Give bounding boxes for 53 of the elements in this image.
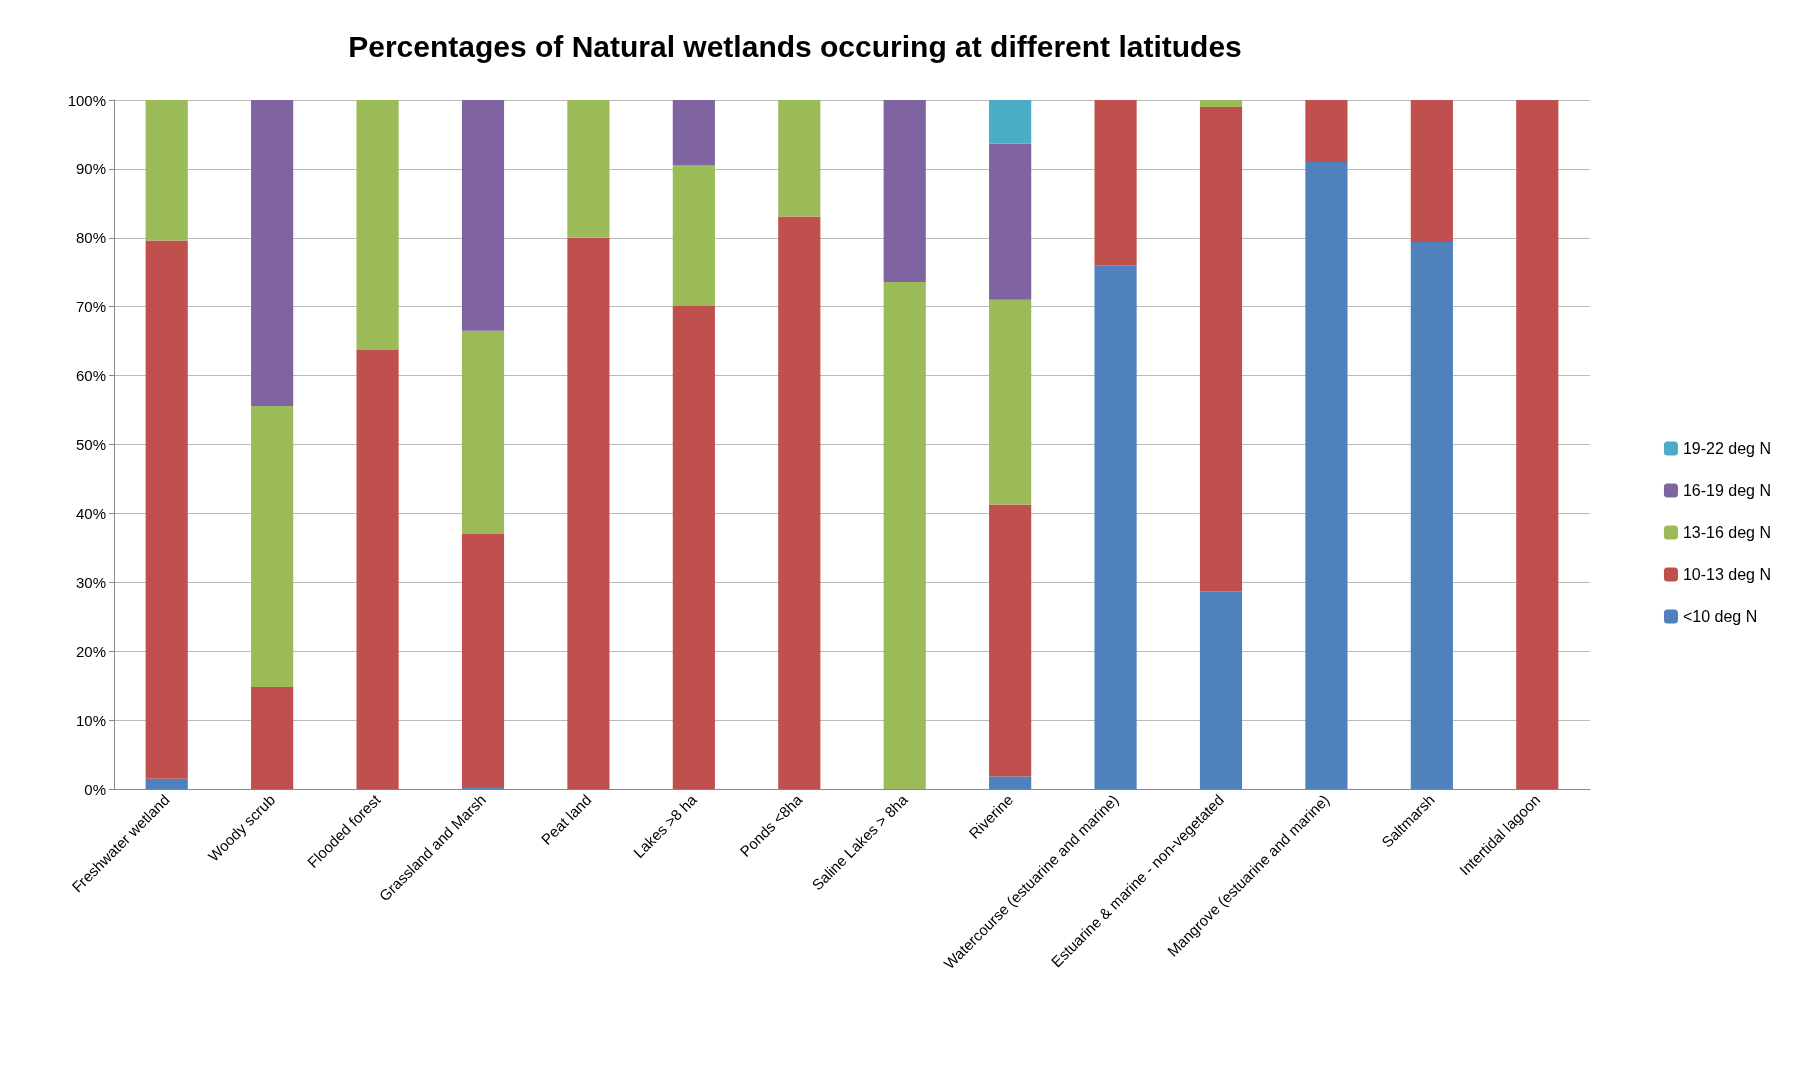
bar <box>567 100 610 238</box>
legend-label: 19-22 deg N <box>1682 440 1771 457</box>
y-tick-label: 80% <box>75 229 106 247</box>
legend-label: 13-16 deg N <box>1682 524 1771 541</box>
bar <box>461 786 505 789</box>
bar <box>461 330 505 535</box>
y-tick-label: 50% <box>75 436 106 453</box>
y-tick-label: 0% <box>84 780 106 798</box>
bar <box>883 100 926 282</box>
y-tick-label: 10% <box>75 711 106 729</box>
bar <box>461 100 505 331</box>
bar <box>989 299 1032 505</box>
bar <box>989 776 1032 789</box>
bar <box>1410 241 1453 789</box>
y-tick-label: 70% <box>75 298 106 316</box>
y-tick-label: 40% <box>75 504 106 522</box>
bar <box>145 778 188 789</box>
bar <box>1410 100 1453 242</box>
chart-title: Percentages of Natural wetlands occuring at different latitudes <box>348 29 1242 63</box>
bar <box>1516 100 1559 789</box>
legend-label: <10 deg N <box>1682 608 1758 625</box>
bar <box>672 100 715 166</box>
bar <box>1094 100 1137 266</box>
bar <box>567 237 610 789</box>
bar <box>989 143 1032 300</box>
legend-label: 16-19 deg N <box>1682 482 1771 499</box>
y-tick-label: 30% <box>75 573 106 591</box>
y-tick-label: 20% <box>75 642 106 660</box>
bar <box>989 100 1032 144</box>
bar <box>778 100 821 217</box>
bar <box>1094 265 1137 789</box>
bar <box>251 405 294 688</box>
bar <box>1305 162 1348 789</box>
bar <box>989 504 1032 777</box>
y-tick-label: 100% <box>67 91 106 109</box>
bar <box>672 306 715 789</box>
bar <box>1305 100 1348 163</box>
bar <box>883 281 926 789</box>
bar <box>251 100 294 406</box>
bar <box>356 100 399 351</box>
y-tick-label: 90% <box>75 160 106 178</box>
legend-label: 10-13 deg N <box>1682 566 1771 583</box>
bar <box>1199 100 1243 107</box>
bar <box>672 165 715 307</box>
bar <box>145 100 188 241</box>
bar <box>356 350 399 789</box>
bar <box>1199 591 1243 789</box>
bar <box>461 534 505 787</box>
y-tick-label: 60% <box>75 367 106 385</box>
bar <box>145 240 188 779</box>
bar <box>1199 106 1243 592</box>
bar <box>251 687 294 789</box>
bar <box>778 216 821 789</box>
